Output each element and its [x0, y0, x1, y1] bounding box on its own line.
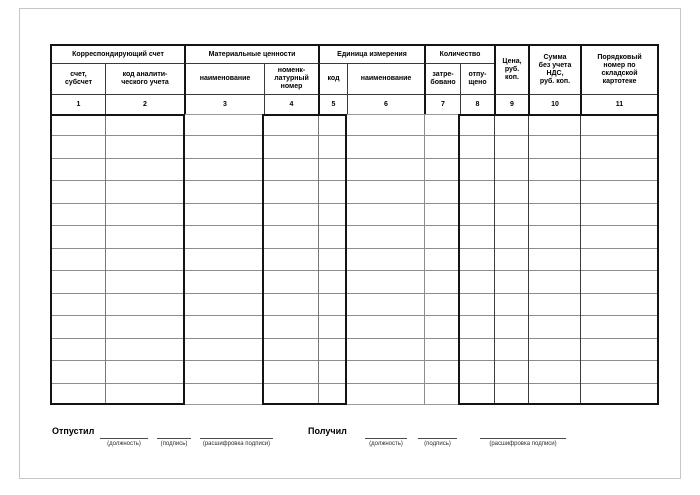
received-position-line [365, 427, 407, 439]
table-row [52, 339, 657, 362]
body-grid-rows [52, 114, 657, 405]
header-group-corresponding-account: Корреспондирующий счет [52, 46, 184, 64]
table-row [52, 181, 657, 204]
signature-decryption-caption: (расшифровка подписи) [202, 441, 271, 447]
issued-name-line [200, 427, 273, 439]
table-row [52, 136, 657, 159]
table-row [52, 204, 657, 227]
thick-box-edge [183, 114, 185, 405]
position-caption: (должность) [107, 441, 141, 447]
header-col-price: Цена, руб. коп. [494, 46, 528, 95]
signature-caption: (подпись) [424, 441, 451, 447]
signature-decryption-caption: (расшифровка подписи) [489, 441, 557, 447]
thick-box-edge [458, 114, 460, 405]
column-number-2: 2 [105, 95, 184, 114]
table-row [52, 114, 657, 137]
header-sub-requested: затре- бовано [424, 64, 460, 95]
header-group-unit-of-measure: Единица измерения [318, 46, 424, 64]
received-name-line [480, 427, 566, 439]
issued-position-line [100, 427, 148, 439]
table-row [52, 316, 657, 339]
thick-box-edge [345, 114, 347, 405]
grid-line [494, 114, 495, 405]
column-number-8: 8 [460, 95, 494, 114]
column-number-7: 7 [424, 95, 460, 114]
materials-table: Корреспондирующий счет Материальные ценн… [50, 44, 659, 405]
signature-caption: (подпись) [160, 441, 188, 447]
header-sub-analytic-code: код аналити- ческого учета [105, 64, 184, 95]
column-number-5: 5 [318, 95, 347, 114]
thick-box-edge [458, 403, 657, 405]
thick-box-edge [458, 114, 657, 116]
header-col-sum-without-vat: Сумма без учета НДС, руб. коп. [528, 46, 580, 95]
thick-box-edge [52, 403, 184, 405]
column-number-11: 11 [580, 95, 657, 114]
grid-line [424, 114, 425, 405]
thick-box-edge [262, 114, 347, 116]
header-sub-name: наименование [184, 64, 264, 95]
table-body [50, 114, 659, 405]
column-number-6: 6 [347, 95, 424, 114]
column-number-10: 10 [528, 95, 580, 114]
table-row [52, 271, 657, 294]
grid-line [105, 114, 106, 405]
table-row [52, 249, 657, 272]
grid-line [52, 404, 657, 405]
grid-line [52, 114, 657, 115]
thick-box-edge [262, 114, 264, 405]
table-row [52, 294, 657, 317]
thick-box-edge [52, 114, 184, 116]
header-group-quantity: Количество [424, 46, 494, 64]
table-row [52, 159, 657, 182]
header-sub-unit-code: код [318, 64, 347, 95]
header-sub-unit-name: наименование [347, 64, 424, 95]
grid-line [528, 114, 529, 405]
column-number-3: 3 [184, 95, 264, 114]
position-caption: (должность) [369, 441, 403, 447]
table-row [52, 361, 657, 384]
grid-line [318, 114, 319, 405]
column-number-4: 4 [264, 95, 318, 114]
table-header: Корреспондирующий счет Материальные ценн… [50, 44, 659, 114]
column-number-9: 9 [494, 95, 528, 114]
column-number-1: 1 [76, 100, 81, 108]
header-col-card-index-number: Порядковый номер по складской картотеке [580, 46, 657, 95]
issued-signature-line [157, 427, 191, 439]
header-sub-account: счет, субсчет [52, 64, 105, 95]
header-sub-released: отпу- щено [460, 64, 494, 95]
issued-by-label: Отпустил [52, 426, 95, 436]
table-row [52, 384, 657, 405]
grid-line [580, 114, 581, 405]
header-group-material-values: Материальные ценности [184, 46, 318, 64]
header-sub-nomenclature-number: номенк- латурный номер [264, 64, 318, 95]
received-signature-line [418, 427, 457, 439]
table-row [52, 226, 657, 249]
thick-box-edge [262, 403, 347, 405]
received-by-label: Получил [308, 426, 347, 436]
